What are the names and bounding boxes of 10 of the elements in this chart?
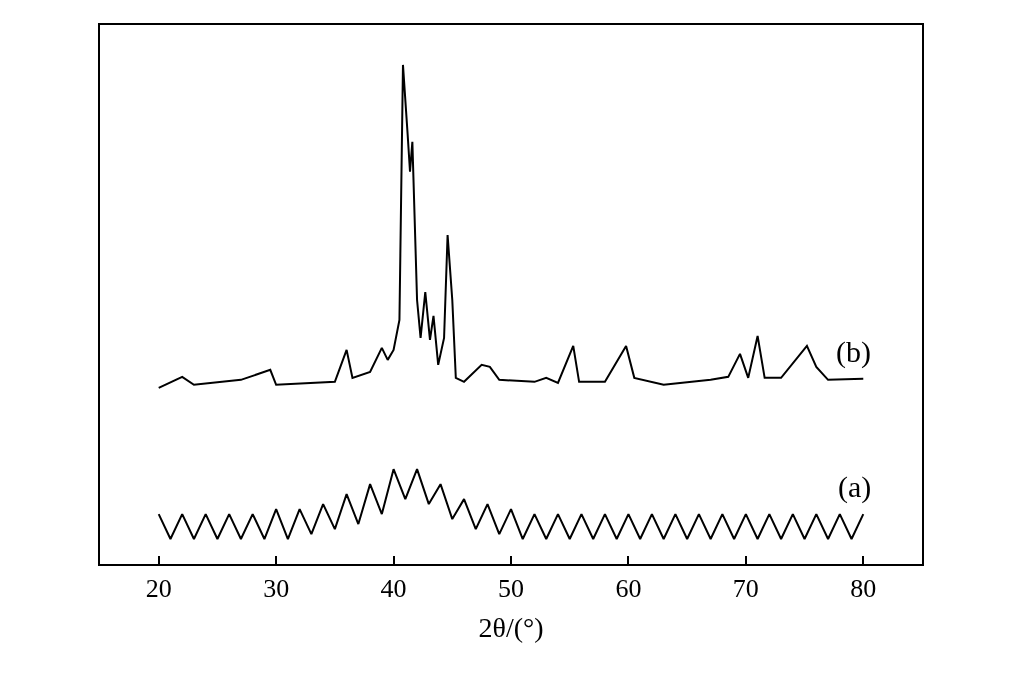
series-label: (a)	[838, 470, 872, 504]
x-tick-label: 60	[615, 574, 642, 604]
x-axis-title: 2θ/(°)	[478, 611, 544, 643]
series-label: (b)	[836, 335, 871, 369]
x-tick-label: 50	[498, 574, 524, 604]
x-tick-label: 80	[850, 574, 877, 604]
x-tick-label: 30	[263, 574, 290, 604]
x-tick-label: 40	[380, 574, 407, 604]
x-tick-label: 70	[732, 574, 759, 604]
x-tick-label: 20	[145, 574, 172, 604]
